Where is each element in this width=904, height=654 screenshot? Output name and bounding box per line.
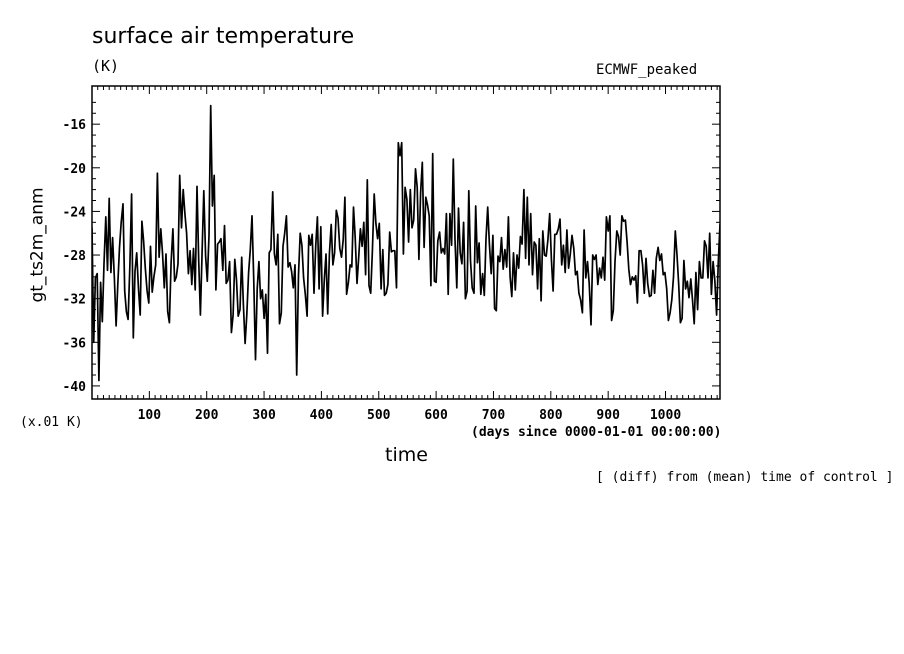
x-units-note: (days since 0000-01-01 00:00:00) — [471, 425, 722, 440]
x-tick-label: 800 — [539, 408, 563, 423]
y-tick-label: -24 — [63, 205, 87, 220]
x-tick-label: 600 — [424, 408, 448, 423]
x-tick-label: 500 — [367, 408, 391, 423]
x-axis-label: time — [385, 444, 428, 466]
y-tick-label: -28 — [63, 249, 87, 264]
scale-note: (x.01 K) — [20, 415, 83, 430]
footnote: [ (diff) from (mean) time of control ] — [596, 470, 894, 485]
y-tick-label: -36 — [63, 336, 87, 351]
units-label: (K) — [92, 57, 120, 75]
x-tick-label: 300 — [252, 408, 276, 423]
x-tick-label: 700 — [482, 408, 506, 423]
series-layer — [92, 104, 720, 382]
y-tick-label: -40 — [63, 380, 87, 395]
x-tick-label: 1000 — [650, 408, 681, 423]
x-tick-label: 900 — [596, 408, 620, 423]
y-tick-label: -32 — [63, 293, 86, 308]
series-line-0 — [92, 104, 720, 382]
tick-layer: 100 200 300 400 500 600 700 800 900 1000 -16 -20 -24… — [63, 86, 720, 423]
y-tick-label: -20 — [63, 162, 87, 177]
x-tick-label: 200 — [195, 408, 219, 423]
dataset-label: ECMWF_peaked — [596, 62, 698, 78]
x-tick-label: 400 — [310, 408, 334, 423]
plot-frame — [91, 85, 721, 400]
x-tick-label: 100 — [138, 408, 162, 423]
chart-title: surface air temperature — [92, 24, 355, 49]
y-tick-label: -16 — [63, 118, 87, 133]
